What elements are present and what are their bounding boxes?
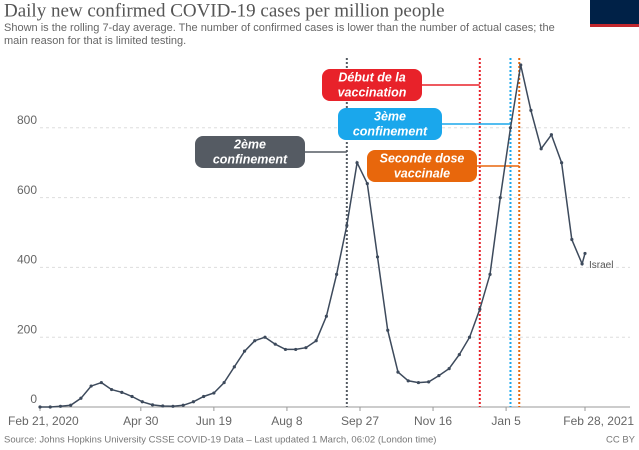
license: CC BY [606,435,636,446]
y-tick-label: 0 [30,392,37,406]
chart-subtitle: Shown is the rolling 7-day average. The … [4,22,555,47]
logo-bar [590,24,639,27]
x-tick-label: Feb 21, 2020 [8,414,79,428]
point [580,262,584,266]
annotation-text: vaccinale [394,166,450,180]
x-tick-label: Feb 28, 2021 [563,414,634,428]
point [140,400,144,404]
y-tick-label: 600 [17,183,37,197]
point [416,380,421,385]
point [375,255,380,259]
x-tick-label: Sep 27 [341,414,379,428]
point [99,380,103,385]
point [406,379,410,383]
point [488,272,492,276]
point [345,223,349,228]
point [478,307,482,311]
point [570,237,574,242]
annotation-box [338,108,442,140]
point [365,182,369,186]
chart-title: Daily new confirmed COVID-19 cases per m… [4,0,445,21]
annotation-box [322,69,422,101]
point [283,347,288,352]
point [314,339,318,343]
annotation-text: 3ème [374,109,406,123]
annotation-text: Début de la [338,70,405,84]
y-tick-label: 400 [17,253,37,267]
x-tick-label: Nov 16 [414,414,452,428]
point [58,404,63,408]
point [242,349,247,353]
annotation-text: vaccination [338,85,407,99]
point [396,370,400,374]
annotation-text: confinement [213,152,288,166]
logo [590,0,639,24]
point [181,403,185,407]
point [355,161,359,165]
point [583,251,587,256]
source: Source: Johns Hopkins University CSSE CO… [4,435,436,446]
point [120,390,124,394]
point [69,403,73,407]
x-tick-label: Apr 30 [123,414,159,428]
annotation-box [367,150,477,182]
point [48,405,52,409]
point [191,400,196,404]
point [529,108,533,112]
point [89,384,93,388]
series-label: Israel [589,260,613,271]
point [150,403,155,407]
point [539,147,543,151]
subtitle-box: Shown is the rolling 7-day average. The … [4,22,555,47]
point [447,367,451,371]
annotation-text: Seconde dose [380,151,465,165]
point [560,161,564,165]
point [498,196,502,200]
point [324,314,328,318]
point [294,347,298,352]
point [304,346,308,350]
point [232,365,236,369]
annotation-text: 2ème [233,137,266,151]
y-tick-label: 800 [17,113,37,127]
point [130,394,134,399]
point [437,373,441,378]
point [38,405,42,409]
point [508,126,513,130]
point [212,391,216,395]
point [467,335,472,339]
point [263,335,267,339]
point [109,387,114,392]
point [273,342,277,346]
point [386,328,390,332]
point [549,133,553,137]
x-tick-label: Jan 5 [491,414,521,428]
point [519,63,523,67]
point [171,404,175,408]
series-line [40,64,586,408]
y-tick-label: 200 [17,322,37,336]
x-tick-label: Aug 8 [271,414,303,428]
point [335,272,339,276]
point [253,339,257,343]
point [202,394,206,399]
annotation-box [195,136,305,168]
annotation-text: confinement [353,124,428,138]
x-tick-label: Jun 19 [196,414,232,428]
point [79,396,83,400]
point [222,380,226,385]
point [427,380,431,384]
point [457,353,461,357]
point [161,404,165,408]
